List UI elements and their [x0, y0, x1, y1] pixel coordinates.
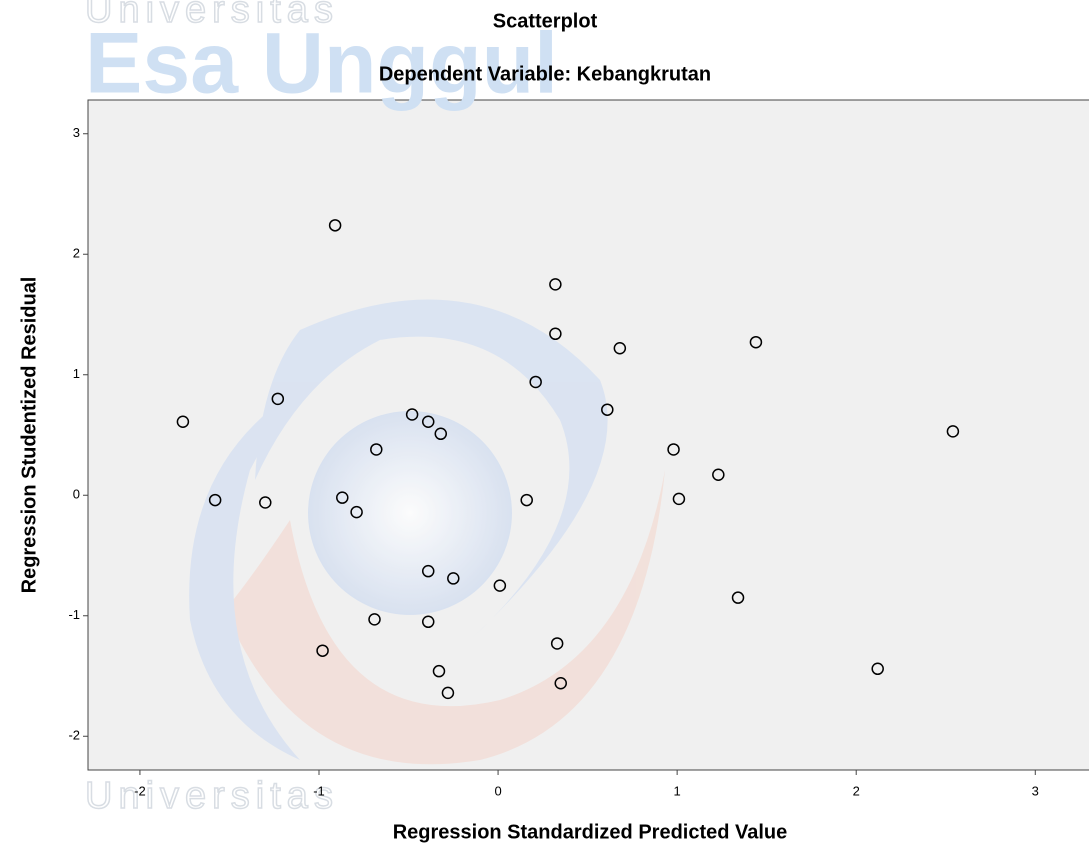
- y-axis-label: Regression Studentized Residual: [18, 277, 40, 594]
- y-tick-label: 1: [73, 366, 80, 381]
- x-tick-label: 2: [853, 783, 860, 798]
- y-tick-label: 0: [73, 487, 80, 502]
- chart: Universitas Universitas Esa Unggul Scatt…: [0, 0, 1089, 854]
- x-axis-label: Regression Standardized Predicted Value: [393, 821, 788, 843]
- x-tick-label: 1: [674, 783, 681, 798]
- x-tick-label: -2: [134, 783, 146, 798]
- x-tick-label: -1: [313, 783, 325, 798]
- x-tick-label: 0: [494, 783, 501, 798]
- chart-subtitle: Dependent Variable: Kebangkrutan: [379, 63, 711, 85]
- y-tick-label: -1: [68, 607, 80, 622]
- y-tick-label: 2: [73, 246, 80, 261]
- y-tick-label: -2: [68, 728, 80, 743]
- x-tick-label: 3: [1032, 783, 1039, 798]
- y-tick-label: 3: [73, 125, 80, 140]
- chart-title: Scatterplot: [493, 10, 598, 32]
- watermark-text: Universitas: [85, 775, 339, 817]
